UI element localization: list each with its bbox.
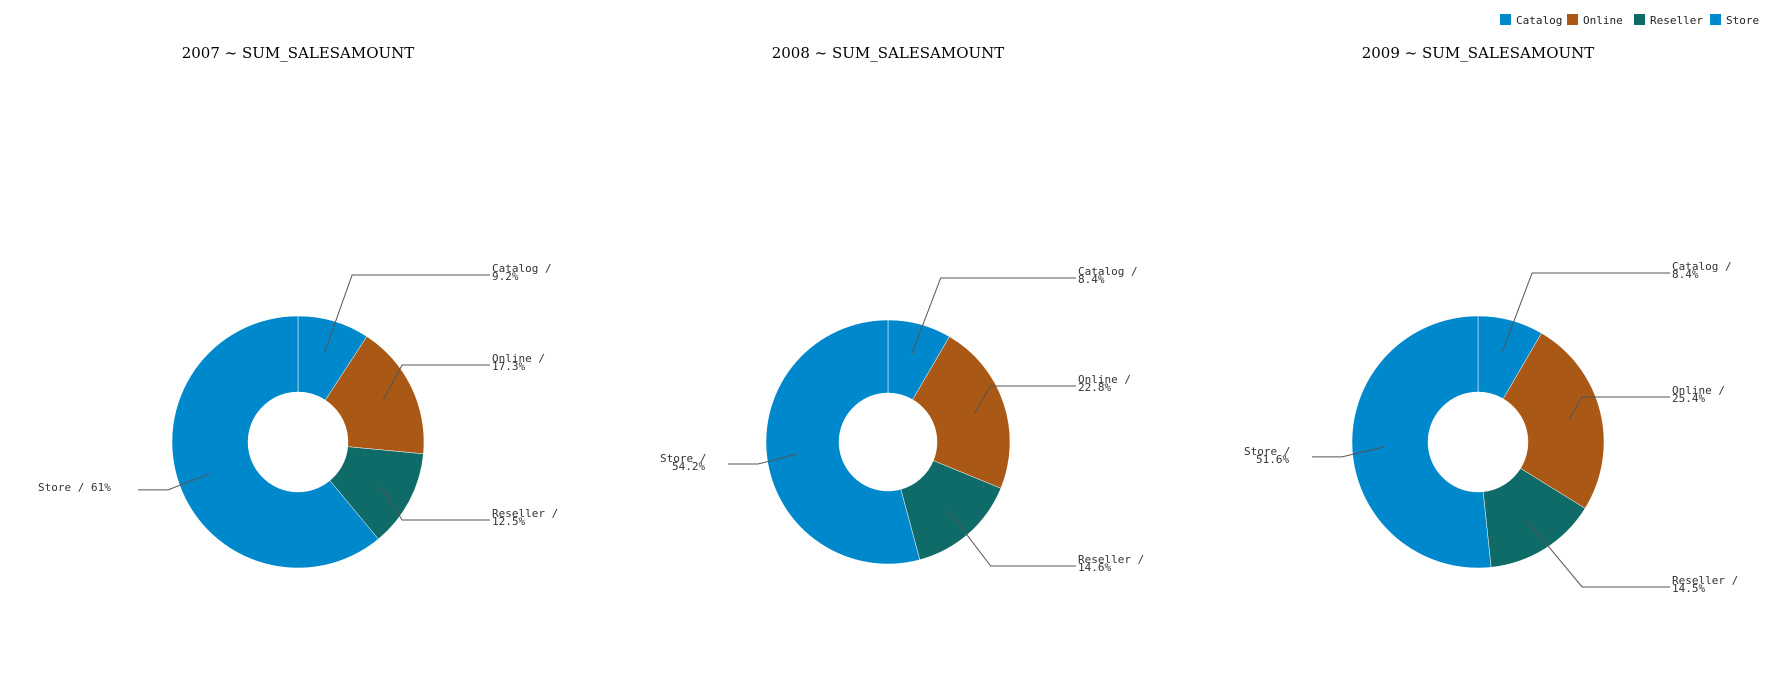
slice-label-store: Store /54.2% [660, 452, 706, 473]
donut-chart-2: 2008 ~ SUM_SALESAMOUNT Catalog /8.4% Onlin… [660, 44, 1144, 574]
slice-online[interactable] [1502, 332, 1605, 509]
slice-online[interactable] [912, 336, 1011, 489]
legend-item-reseller[interactable]: Reseller [1634, 14, 1703, 27]
leader-line-online [974, 385, 1076, 413]
legend-label: Reseller [1650, 14, 1703, 27]
leader-line-online [1568, 396, 1670, 420]
legend-swatch [1567, 14, 1578, 25]
legend-item-store[interactable]: Store [1710, 14, 1759, 27]
slice-label-online: Online /22.8% [1078, 373, 1131, 394]
legend-label: Store [1726, 14, 1759, 27]
leader-line-catalog [911, 277, 1076, 354]
slice-label-reseller: Reseller /14.5% [1672, 574, 1738, 595]
chart-title: 2009 ~ SUM_SALESAMOUNT [1362, 44, 1595, 62]
slice-store[interactable] [1351, 315, 1492, 569]
leader-line-store [728, 453, 798, 465]
leader-line-online [382, 364, 490, 402]
legend-swatch [1710, 14, 1721, 25]
slice-store[interactable] [171, 315, 379, 569]
slice-label-store: Store /51.6% [1244, 445, 1290, 466]
slice-label-store: Store / 61% [38, 481, 111, 494]
slice-label-online: Online /25.4% [1672, 384, 1725, 405]
donut-chart-3: 2009 ~ SUM_SALESAMOUNT Catalog /8.4% Onlin… [1244, 44, 1738, 595]
slice-label-catalog: Catalog /8.4% [1672, 260, 1732, 281]
slice-label-reseller: Reseller /12.5% [492, 507, 558, 528]
slice-label-catalog: Catalog /9.2% [492, 262, 552, 283]
slice-label-reseller: Reseller /14.6% [1078, 553, 1144, 574]
donut-charts: 2007 ~ SUM_SALESAMOUNT Catalog /9.2% Onlin… [38, 44, 1738, 595]
slice-online[interactable] [324, 336, 425, 455]
legend-item-catalog[interactable]: Catalog [1500, 14, 1562, 27]
leader-line-catalog [324, 274, 490, 353]
legend-label: Catalog [1516, 14, 1562, 27]
leader-line-reseller [1527, 521, 1670, 588]
donut-chart-1: 2007 ~ SUM_SALESAMOUNT Catalog /9.2% Onlin… [38, 44, 558, 569]
legend: Catalog Online Reseller Store [1500, 14, 1759, 27]
legend-swatch [1634, 14, 1645, 25]
legend-swatch [1500, 14, 1511, 25]
legend-item-online[interactable]: Online [1567, 14, 1623, 27]
slice-reseller[interactable] [900, 460, 1002, 561]
leader-line-store [138, 473, 210, 491]
legend-label: Online [1583, 14, 1623, 27]
slice-label-online: Online /17.3% [492, 352, 545, 373]
leader-line-catalog [1502, 272, 1670, 352]
chart-title: 2008 ~ SUM_SALESAMOUNT [772, 44, 1005, 62]
chart-title: 2007 ~ SUM_SALESAMOUNT [182, 44, 415, 62]
leader-line-store [1312, 446, 1385, 458]
slice-reseller[interactable] [1482, 468, 1586, 568]
leader-line-reseller [948, 510, 1076, 567]
leader-line-reseller [380, 485, 490, 521]
slice-label-catalog: Catalog /8.4% [1078, 265, 1138, 286]
